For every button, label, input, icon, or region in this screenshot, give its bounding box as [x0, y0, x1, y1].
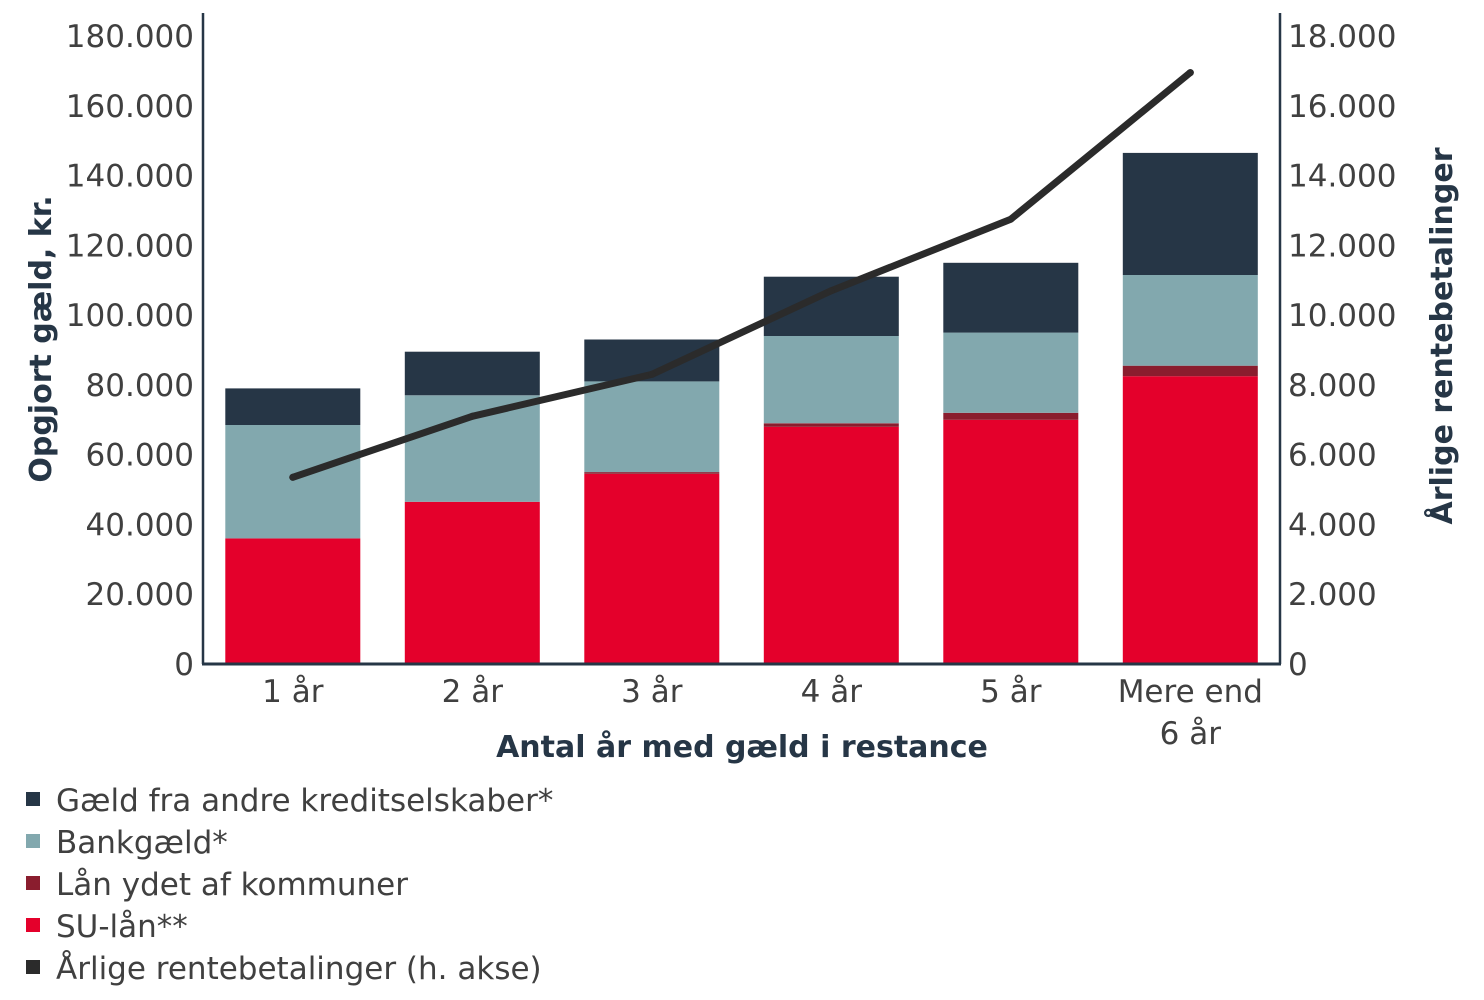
- y2-tick-label: 14.000: [1288, 159, 1396, 195]
- y2-tick-label: 18.000: [1288, 19, 1396, 55]
- y-tick-label: 180.000: [66, 19, 194, 55]
- legend-label-arlige-rentebetalinger-h-akse: Årlige rentebetalinger (h. akse): [56, 951, 542, 987]
- x-axis-title: Antal år med gæld i restance: [496, 729, 988, 765]
- bar-bankg-ld-5: [943, 332, 1079, 413]
- x-tick-label: 1 år: [262, 674, 324, 710]
- y-tick-label: 0: [174, 647, 194, 683]
- axes-layer: [201, 13, 1282, 666]
- legend-label-su-lan: SU-lån**: [56, 909, 188, 945]
- bar-bankg-ld-1: [225, 425, 361, 539]
- bars-layer: [225, 152, 1258, 664]
- labels-layer: 0 20.000 40.000 60.000 80.000 100.000 120.000 1…: [24, 19, 1460, 765]
- y-tick-label: 80.000: [86, 368, 194, 404]
- bar-g-ld-fra-andre-kreditselskaber-2: [404, 351, 540, 396]
- bar-bankg-ld-2: [404, 395, 540, 502]
- y-tick-label: 100.000: [66, 298, 194, 334]
- legend-swatch-lan-ydet-af-kommuner: [26, 876, 40, 890]
- line-point-3: [648, 370, 656, 378]
- line-arlige-rentebetalinger-h-akse: [289, 69, 1194, 481]
- line-point-6: [1186, 69, 1194, 77]
- x-tick-label: 3 år: [621, 674, 683, 710]
- bar-bankg-ld-4: [763, 336, 899, 424]
- bar-bankg-ld-3: [584, 381, 720, 473]
- y-tick-label: 140.000: [66, 159, 194, 195]
- bar-bankg-ld-6: [1122, 275, 1258, 366]
- y2-tick-label: 0: [1288, 647, 1308, 683]
- y2-tick-label: 4.000: [1288, 507, 1377, 543]
- line-point-5: [1007, 215, 1015, 223]
- line-point-2: [468, 412, 476, 420]
- legend-swatch-bankg-ld: [26, 834, 40, 848]
- bar-g-ld-fra-andre-kreditselskaber-6: [1122, 152, 1258, 275]
- legend: Gæld fra andre kreditselskaber* Bankgæld*…: [26, 783, 553, 987]
- bar-lan-ydet-af-kommuner-5: [943, 412, 1079, 420]
- y-tick-label: 120.000: [66, 228, 194, 264]
- y-tick-label: 40.000: [86, 507, 194, 543]
- bar-lan-ydet-af-kommuner-6: [1122, 365, 1258, 377]
- y2-tick-label: 8.000: [1288, 368, 1377, 404]
- y2-tick-label: 2.000: [1288, 577, 1377, 613]
- x-tick-label: Mere end: [1118, 674, 1263, 710]
- legend-swatch-su-lan: [26, 918, 40, 932]
- line-layer: [289, 69, 1194, 481]
- y-axis-title: Opgjort gæld, kr.: [24, 195, 59, 482]
- bar-su-lan-5: [943, 419, 1079, 664]
- bar-lan-ydet-af-kommuner-4: [763, 423, 899, 427]
- y-tick-label: 20.000: [86, 577, 194, 613]
- line-point-1: [289, 473, 297, 481]
- line-point-4: [827, 287, 835, 295]
- bar-su-lan-2: [404, 501, 540, 664]
- bar-su-lan-1: [225, 538, 361, 664]
- x-tick-label: 2 år: [442, 674, 504, 710]
- bar-su-lan-4: [763, 426, 899, 664]
- legend-swatch-arlige-rentebetalinger-h-akse: [26, 960, 40, 974]
- bar-g-ld-fra-andre-kreditselskaber-1: [225, 388, 361, 425]
- x-tick-label: 6 år: [1160, 716, 1222, 752]
- legend-label-bankg-ld: Bankgæld*: [56, 825, 228, 861]
- legend-label-lan-ydet-af-kommuner: Lån ydet af kommuner: [56, 867, 408, 903]
- y2-tick-label: 10.000: [1288, 298, 1396, 334]
- y2-tick-label: 6.000: [1288, 438, 1377, 474]
- y2-tick-label: 12.000: [1288, 228, 1396, 264]
- bar-lan-ydet-af-kommuner-3: [584, 472, 720, 474]
- bar-g-ld-fra-andre-kreditselskaber-5: [943, 262, 1079, 333]
- bar-su-lan-3: [584, 473, 720, 664]
- x-tick-label: 4 år: [801, 674, 863, 710]
- bar-g-ld-fra-andre-kreditselskaber-4: [763, 276, 899, 336]
- y2-tick-label: 16.000: [1288, 89, 1396, 125]
- legend-swatch-g-ld-fra-andre-kreditselskaber: [26, 792, 40, 806]
- x-tick-label: 5 år: [980, 674, 1042, 710]
- bar-su-lan-6: [1122, 376, 1258, 664]
- y-tick-label: 160.000: [66, 89, 194, 125]
- legend-label-g-ld-fra-andre-kreditselskaber: Gæld fra andre kreditselskaber*: [56, 783, 553, 819]
- y-tick-label: 60.000: [86, 438, 194, 474]
- y2-axis-title: Årlige rentebetalinger: [1423, 147, 1460, 524]
